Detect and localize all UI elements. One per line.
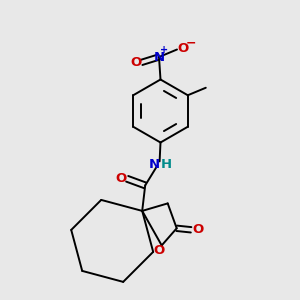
Text: O: O	[130, 56, 141, 69]
Text: H: H	[160, 158, 172, 171]
Text: O: O	[115, 172, 126, 185]
Text: −: −	[186, 36, 197, 50]
Text: +: +	[160, 45, 168, 56]
Text: O: O	[192, 223, 204, 236]
Text: O: O	[177, 42, 189, 55]
Text: N: N	[153, 50, 165, 64]
Text: N: N	[149, 158, 160, 171]
Text: O: O	[153, 244, 164, 257]
